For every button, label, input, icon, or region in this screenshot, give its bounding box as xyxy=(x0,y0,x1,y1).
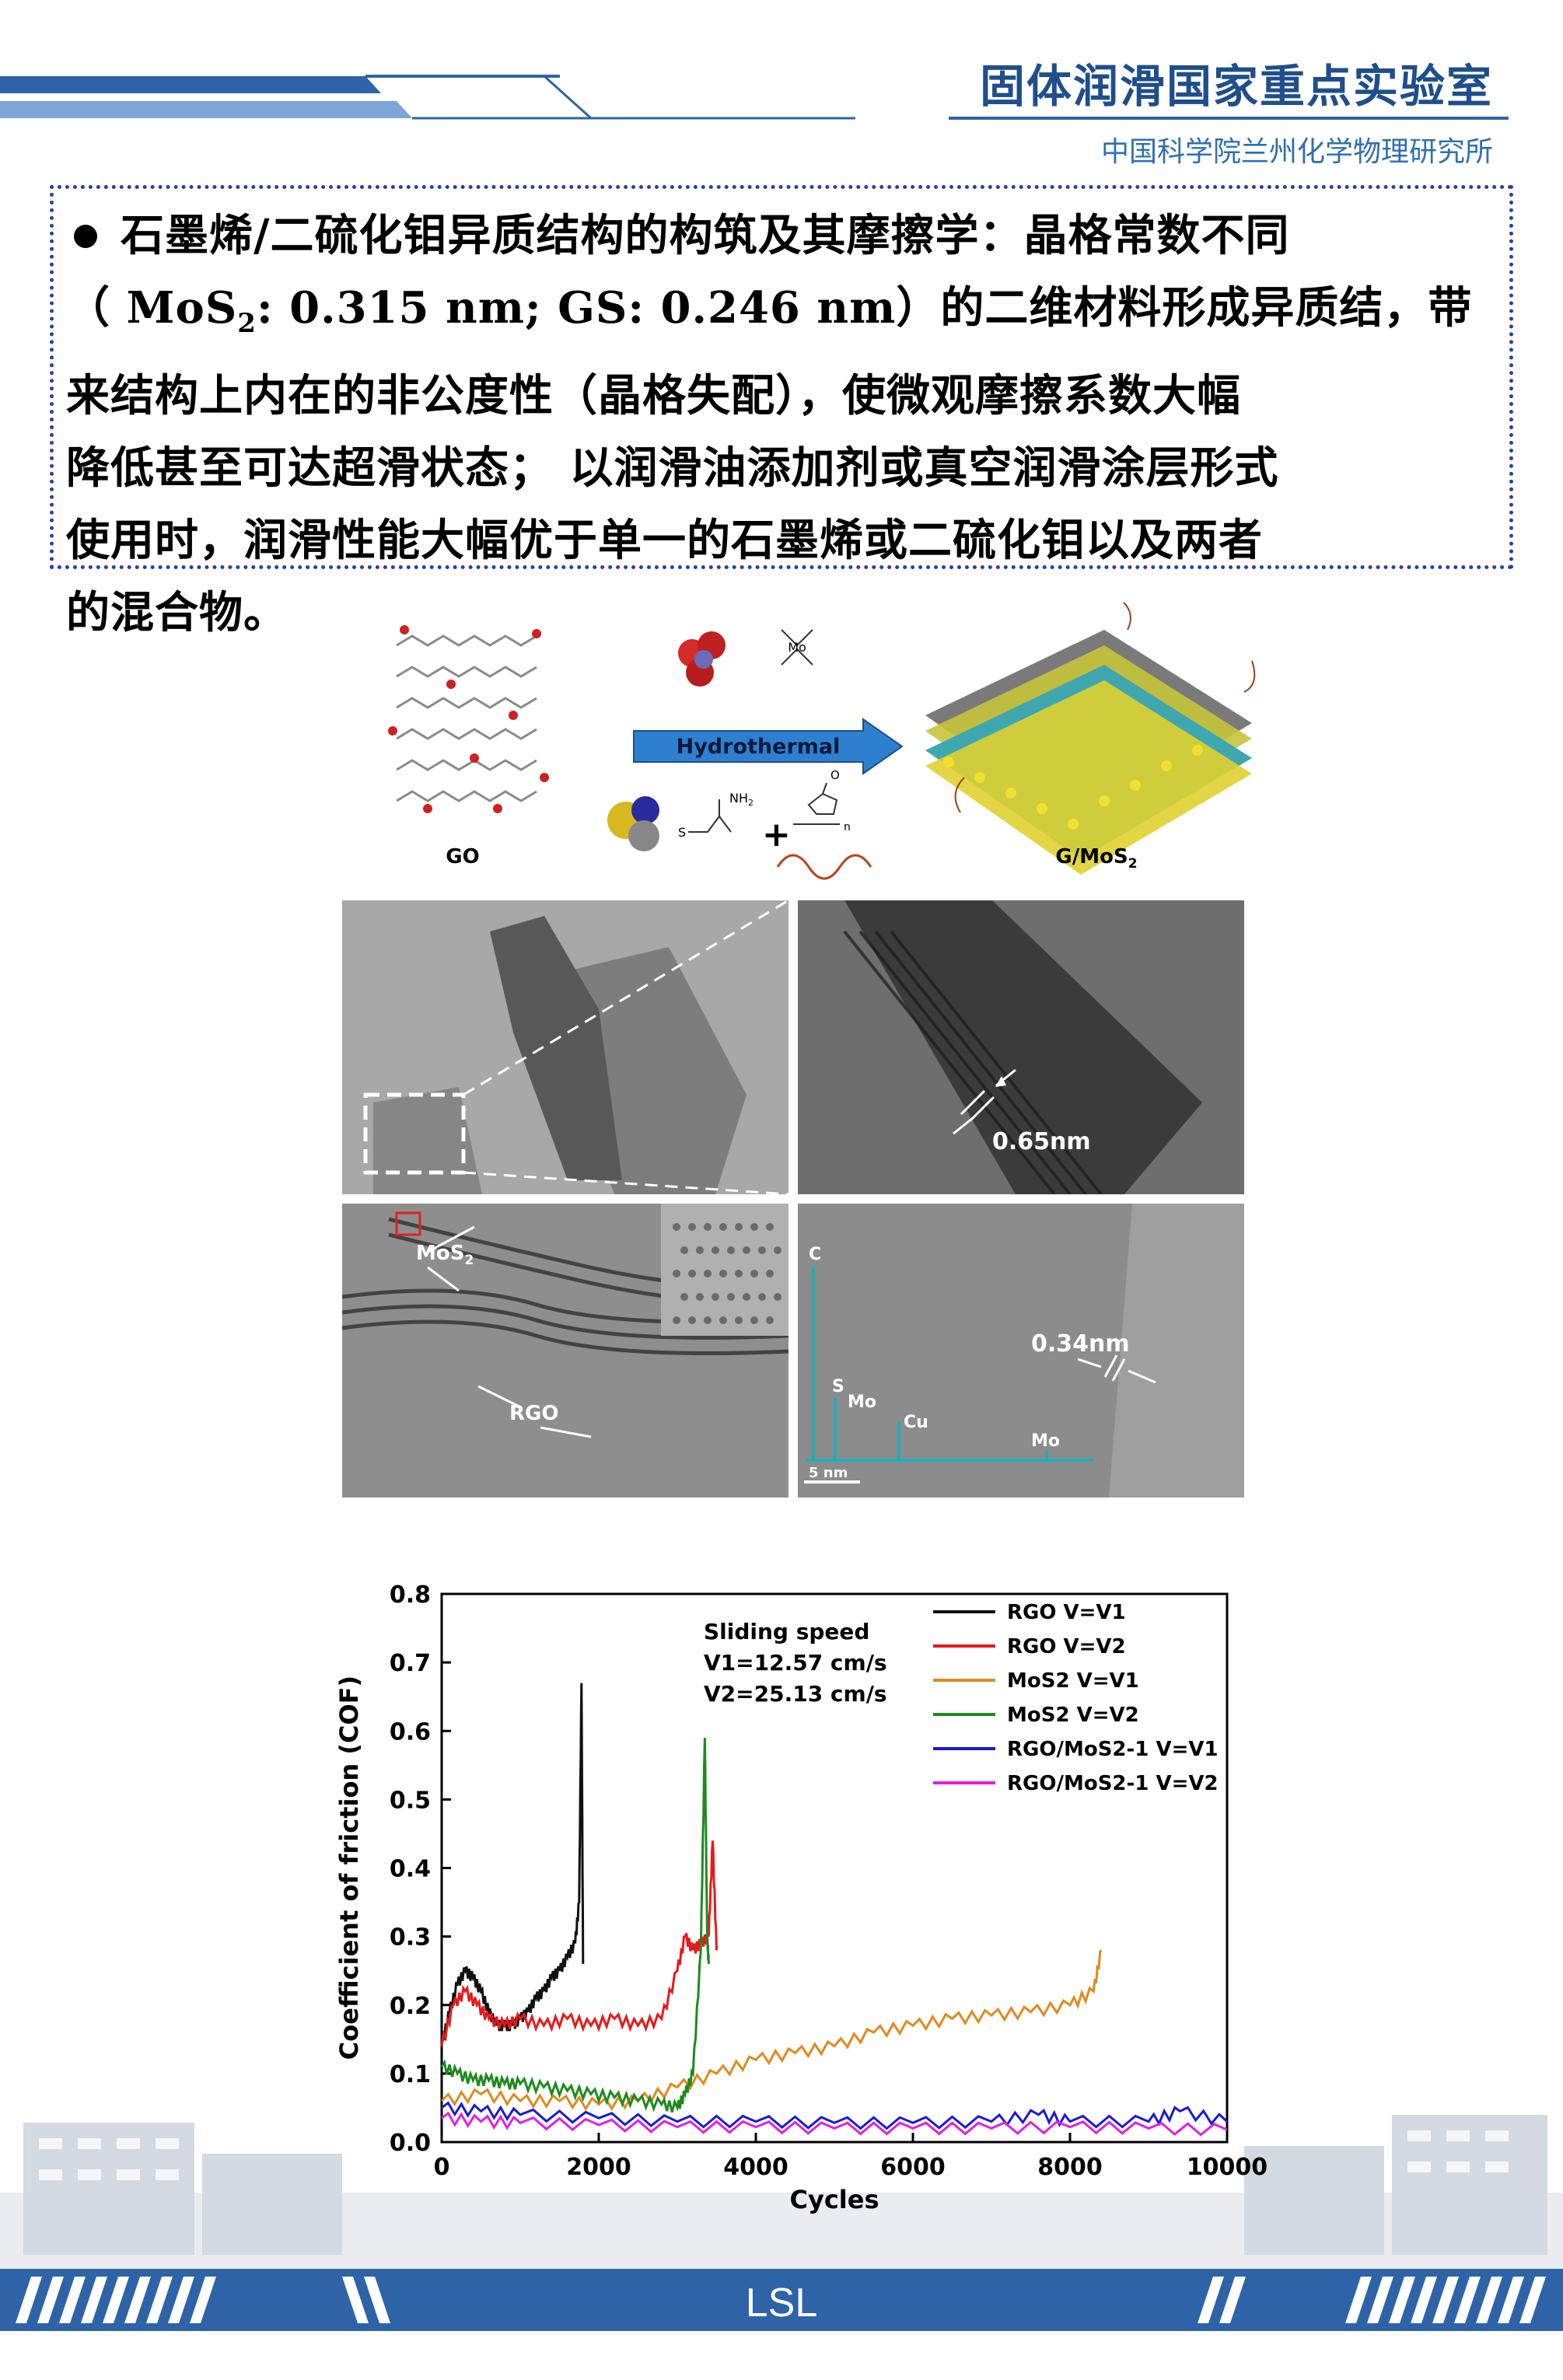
summary-line-5: 使用时，润滑性能大幅优于单一的石墨烯或二硫化钼以及两者 xyxy=(66,515,1263,567)
annotation-line-2: V1=12.57 cm/s xyxy=(704,1650,887,1676)
y-tick-label: 0.1 xyxy=(390,2061,431,2088)
series-line-2 xyxy=(440,1840,718,2046)
polymer-chain-icon xyxy=(776,854,872,880)
x-tick-label: 8000 xyxy=(1037,2154,1103,2181)
eds-peak-cu: Cu xyxy=(904,1413,928,1432)
mo-atom-label: Mo xyxy=(788,640,806,655)
header-underline xyxy=(949,117,1509,120)
y-tick-label: 0.3 xyxy=(390,1924,431,1952)
eds-peak-mo: Mo xyxy=(848,1393,876,1412)
series-line-5 xyxy=(441,2101,1229,2130)
graphene-oxide-lattice xyxy=(388,625,549,813)
x-tick-label: 2000 xyxy=(566,2154,631,2181)
hydrothermal-arrow xyxy=(633,718,904,775)
series-line-6 xyxy=(441,2111,1228,2137)
eds-spectrum xyxy=(806,1266,1093,1462)
o-atom-label: O xyxy=(830,768,840,782)
y-tick-label: 0.5 xyxy=(390,1787,431,1814)
x-tick-label: 10000 xyxy=(1187,2154,1268,2181)
molybdate-structure-icon xyxy=(781,629,813,666)
n-repeat-label: n xyxy=(844,821,851,834)
tem-panel-overview xyxy=(342,900,788,1194)
thioacetamide-sphere-icon xyxy=(607,796,659,851)
series-layer xyxy=(440,1683,1229,2137)
legend-entry: RGO V=V2 xyxy=(1007,1635,1126,1658)
zoom-region-box xyxy=(363,1092,466,1175)
legend-entry: MoS2 V=V1 xyxy=(1007,1669,1139,1693)
eds-peak-s: S xyxy=(832,1377,844,1396)
y-tick-label: 0.8 xyxy=(390,1581,431,1609)
cof-chart: 0 2000 4000 6000 8000 10000 0.0 0.1 0.2 0.3 0.4 0.5… xyxy=(334,1581,1268,2214)
mos2-label: MoS2 xyxy=(416,1242,474,1268)
thioacetamide-structure-icon xyxy=(688,799,732,833)
series-line-4 xyxy=(440,1738,710,2113)
legend-entry: RGO/MoS2-1 V=V1 xyxy=(1007,1738,1219,1761)
legend-entry: RGO/MoS2-1 V=V2 xyxy=(1007,1772,1219,1795)
y-tick-label: 0.7 xyxy=(390,1650,431,1677)
nh2-label: NH2 xyxy=(729,791,754,808)
annotation-line-3: V2=25.13 cm/s xyxy=(704,1681,887,1707)
x-tick-label: 6000 xyxy=(880,2154,946,2181)
summary-line-1: 石墨烯/二硫化钼异质结构的构筑及其摩擦学：晶格常数不同 xyxy=(66,200,1498,272)
rgo-label: RGO xyxy=(509,1402,558,1425)
s-atom-label: S xyxy=(678,825,686,840)
go-label: GO xyxy=(446,845,479,868)
header-stripe-decoration xyxy=(0,75,855,120)
y-tick-label: 0.4 xyxy=(390,1856,431,1883)
g-mos2-label: G/MoS2 xyxy=(1055,845,1137,872)
eds-peak-c: C xyxy=(809,1245,821,1264)
footer-bar xyxy=(0,2269,1563,2331)
tem-panel-lattice-eds: C S Mo Cu Mo 5 nm 0.34nm xyxy=(798,1204,1244,1498)
tem-panel-mos2-rgo: MoS2 RGO xyxy=(342,1204,788,1498)
y-tick-label: 0.0 xyxy=(390,2130,431,2157)
y-tick-label: 0.6 xyxy=(390,1718,431,1746)
summary-line-3: 来结构上内在的非公度性（晶格失配），使微观摩擦系数大幅 xyxy=(66,371,1241,422)
tem-panel-zoom: 0.65nm xyxy=(798,900,1244,1194)
y-tick-label: 0.2 xyxy=(390,1993,431,2020)
summary-line-2: （ MoS2: 0.315 nm; GS: 0.246 nm）的二维材料形成异质… xyxy=(66,282,1473,340)
axis-ticks: 0 2000 4000 6000 8000 10000 0.0 0.1 0.2 0.3 0.4 0.5… xyxy=(390,1581,1268,2181)
bullet-icon xyxy=(74,224,97,248)
annotation-line-1: Sliding speed xyxy=(704,1619,869,1644)
lattice-spacing-label-d: 0.34nm xyxy=(1031,1330,1130,1358)
summary-text-box: 石墨烯/二硫化钼异质结构的构筑及其摩擦学：晶格常数不同 （ MoS2: 0.31… xyxy=(50,185,1513,638)
footer-stripes-decoration xyxy=(16,2277,1546,2323)
x-axis-label: Cycles xyxy=(789,2185,879,2214)
plot-area xyxy=(440,1592,1229,2144)
campus-building-background xyxy=(0,2115,1563,2270)
pvp-structure-icon xyxy=(793,782,840,825)
legend-entry: RGO V=V1 xyxy=(1007,1601,1126,1624)
plus-sign: + xyxy=(762,815,791,854)
eds-peak-mo-2: Mo xyxy=(1031,1431,1060,1451)
series-line-3 xyxy=(440,1949,1103,2112)
x-tick-label: 0 xyxy=(434,2154,450,2181)
y-axis-label: Coefficient of friction (COF) xyxy=(334,1676,364,2060)
inset-region-marker xyxy=(395,1211,421,1236)
synthesis-schematic: GO Mo Hydrothermal S NH2 + O n xyxy=(388,602,1256,880)
g-mos2-heterostructure xyxy=(925,602,1256,875)
scale-bar-label: 5 nm xyxy=(809,1465,848,1481)
molybdate-sphere-icon xyxy=(678,631,726,687)
legend-entry: MoS2 V=V2 xyxy=(1007,1704,1139,1727)
header-subtitle: 中国科学院兰州化学物理研究所 xyxy=(1100,136,1493,168)
hydrothermal-label: Hydrothermal xyxy=(677,735,841,759)
summary-line-4: 降低甚至可达超滑状态； 以润滑油添加剂或真空润滑涂层形式 xyxy=(66,443,1279,495)
x-tick-label: 4000 xyxy=(723,2154,788,2181)
summary-line-6: 的混合物。 xyxy=(66,588,288,639)
chart-legend: RGO V=V1 RGO V=V2 MoS2 V=V1 MoS2 V=V2 RGO/Mo… xyxy=(933,1601,1219,1795)
footer-label: LSL xyxy=(745,2280,818,2326)
header-title: 固体润滑国家重点实验室 xyxy=(979,60,1493,113)
lattice-spacing-label-b: 0.65nm xyxy=(992,1128,1091,1155)
